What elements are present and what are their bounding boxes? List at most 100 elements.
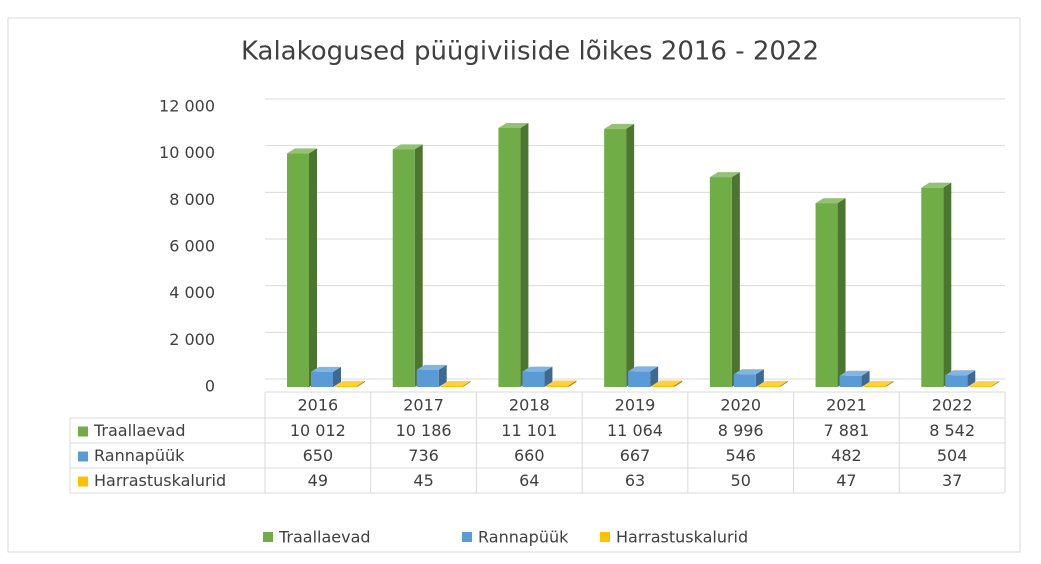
y-tick-label: 6 000 [169, 237, 215, 256]
table-cell: 660 [514, 446, 545, 465]
bar [416, 364, 447, 387]
bar-side [674, 380, 683, 387]
table-cell: 50 [731, 471, 751, 490]
bar-side [414, 144, 423, 387]
bar-top [815, 198, 846, 204]
table-cell: 37 [942, 471, 962, 490]
bar-side [309, 148, 317, 387]
bar-top [733, 369, 764, 375]
bar-side [357, 380, 365, 387]
legend-key [263, 532, 273, 542]
bar [921, 182, 952, 387]
bar-top [392, 144, 423, 150]
bar-side [837, 198, 846, 387]
y-tick-label: 2 000 [169, 330, 215, 349]
bar-front [815, 203, 838, 387]
x-tick-label: 2016 [297, 396, 338, 415]
bar-front [863, 385, 886, 387]
x-tick-label: 2020 [720, 396, 761, 415]
bar [287, 148, 317, 387]
bar-top [921, 182, 952, 188]
bar-side [755, 369, 764, 387]
legend-key [462, 532, 472, 542]
bar [311, 366, 341, 387]
bar-front [652, 385, 675, 387]
table-cell: 10 186 [396, 421, 452, 440]
y-tick-label: 8 000 [169, 190, 215, 209]
bar-side [731, 172, 740, 387]
table-cell: 546 [725, 446, 756, 465]
bar-front [287, 153, 309, 387]
bar-side [544, 366, 553, 387]
bar [546, 380, 577, 387]
bar [757, 380, 788, 387]
table-cell: 64 [519, 471, 539, 490]
bar-front [522, 371, 545, 387]
bar-side [861, 370, 870, 387]
bar [815, 198, 846, 387]
bar-front [498, 127, 521, 387]
bar-top [652, 380, 683, 386]
bar [440, 380, 471, 387]
bar-top [628, 366, 659, 372]
bar [709, 172, 740, 387]
table-legend-key [78, 476, 88, 487]
bar [863, 380, 894, 387]
table-row-label: Rannapüük [94, 446, 185, 465]
bar-top [311, 366, 341, 372]
bar-side [779, 380, 788, 387]
bar-side [462, 380, 471, 387]
bar [628, 366, 659, 387]
bar-side [438, 364, 447, 387]
legend-key [600, 532, 610, 542]
bar [733, 369, 764, 387]
bar-top [546, 380, 577, 386]
bar [522, 366, 553, 387]
bar [969, 381, 1000, 387]
x-tick-label: 2019 [615, 396, 656, 415]
table-cell: 482 [831, 446, 862, 465]
bar-front [969, 386, 992, 387]
bar [392, 144, 423, 387]
bar-top [416, 364, 447, 370]
bar [604, 123, 635, 387]
bar-top [863, 380, 894, 386]
x-tick-label: 2018 [509, 396, 550, 415]
table-cell: 45 [413, 471, 433, 490]
bar-front [604, 128, 627, 387]
bar [498, 122, 529, 387]
legend-label: Traallaevad [278, 528, 371, 547]
bar-side [943, 182, 952, 387]
table-cell: 47 [836, 471, 856, 490]
bar [945, 370, 976, 387]
x-tick-label: 2021 [826, 396, 867, 415]
table-legend-key [78, 451, 88, 462]
table-cell: 736 [408, 446, 439, 465]
table-legend-key [78, 426, 88, 437]
bar-front [311, 371, 333, 387]
y-tick-label: 12 000 [159, 97, 215, 116]
bar-top [757, 380, 788, 386]
bar-top [969, 381, 1000, 387]
bar-front [733, 374, 756, 387]
bar-top [604, 123, 635, 129]
bar-front [416, 369, 439, 387]
table-cell: 8 542 [929, 421, 975, 440]
y-tick-label: 4 000 [169, 283, 215, 302]
table-cell: 650 [303, 446, 334, 465]
bar-top [522, 366, 553, 372]
bar [652, 380, 683, 387]
table-row-label: Traallaevad [93, 421, 186, 440]
bar-front [628, 371, 651, 387]
legend-label: Rannapüük [478, 528, 569, 547]
x-tick-label: 2017 [403, 396, 444, 415]
chart-title: Kalakogused püügiviiside lõikes 2016 - 2… [241, 37, 819, 67]
table-cell: 7 881 [824, 421, 870, 440]
bar-side [650, 366, 659, 387]
bar-top [498, 122, 529, 128]
bar-side [520, 122, 529, 387]
table-cell: 667 [620, 446, 651, 465]
bar-side [967, 370, 976, 387]
bar [839, 370, 870, 387]
